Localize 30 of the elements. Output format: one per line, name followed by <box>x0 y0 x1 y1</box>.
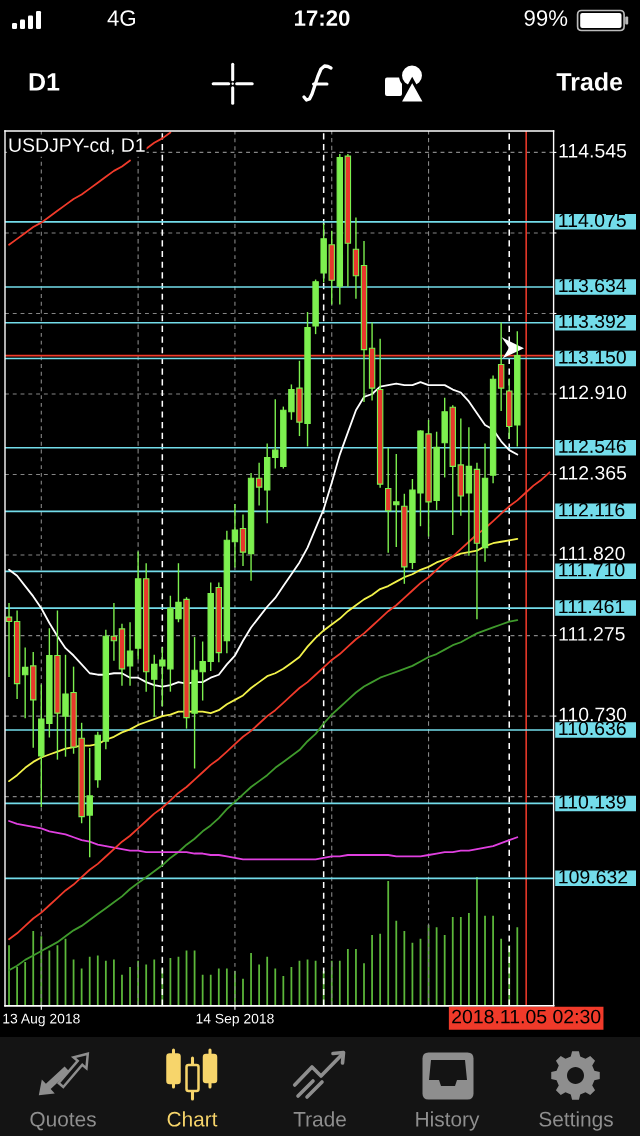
ref-line-label: 111.710 <box>559 562 625 577</box>
y-tick-label: 111.275 <box>559 627 625 641</box>
ref-line-label: 113.150 <box>559 349 626 364</box>
ref-line-label: 110.636 <box>559 721 626 736</box>
text: D1 <box>29 73 60 91</box>
ref-line-label: 111.461 <box>559 599 625 614</box>
ref-line-label: 112.116 <box>559 502 625 517</box>
text: Settings <box>539 1111 613 1131</box>
y-tick-label: 114.545 <box>559 144 627 158</box>
x-tick-label: 13 Aug 2018 <box>3 1013 80 1027</box>
y-tick-label: 110.730 <box>559 707 627 722</box>
ref-line-label: 113.634 <box>559 278 627 293</box>
text: Trade <box>293 1111 346 1127</box>
ref-line-label: 113.392 <box>559 314 626 328</box>
text: History <box>416 1111 480 1131</box>
text: Trade <box>556 72 623 91</box>
y-tick-label: 112.365 <box>559 465 627 480</box>
ref-line-label: 110.139 <box>559 794 626 809</box>
ref-line-label: 109.632 <box>559 869 628 884</box>
text: 99% <box>524 10 568 26</box>
text: Chart <box>167 1111 218 1127</box>
text: 17:20 <box>294 10 350 26</box>
text: 4G <box>107 10 135 26</box>
ref-line-label: 112.546 <box>559 439 626 453</box>
y-tick-label: 111.820 <box>559 546 625 561</box>
text: 2018.11.05 02:30 <box>452 1009 601 1024</box>
x-tick-label: 14 Sep 2018 <box>196 1013 274 1027</box>
y-tick-label: 112.910 <box>559 385 627 400</box>
text: Quotes <box>30 1111 96 1131</box>
chart-title: USDJPY-cd, D1 <box>9 137 145 155</box>
